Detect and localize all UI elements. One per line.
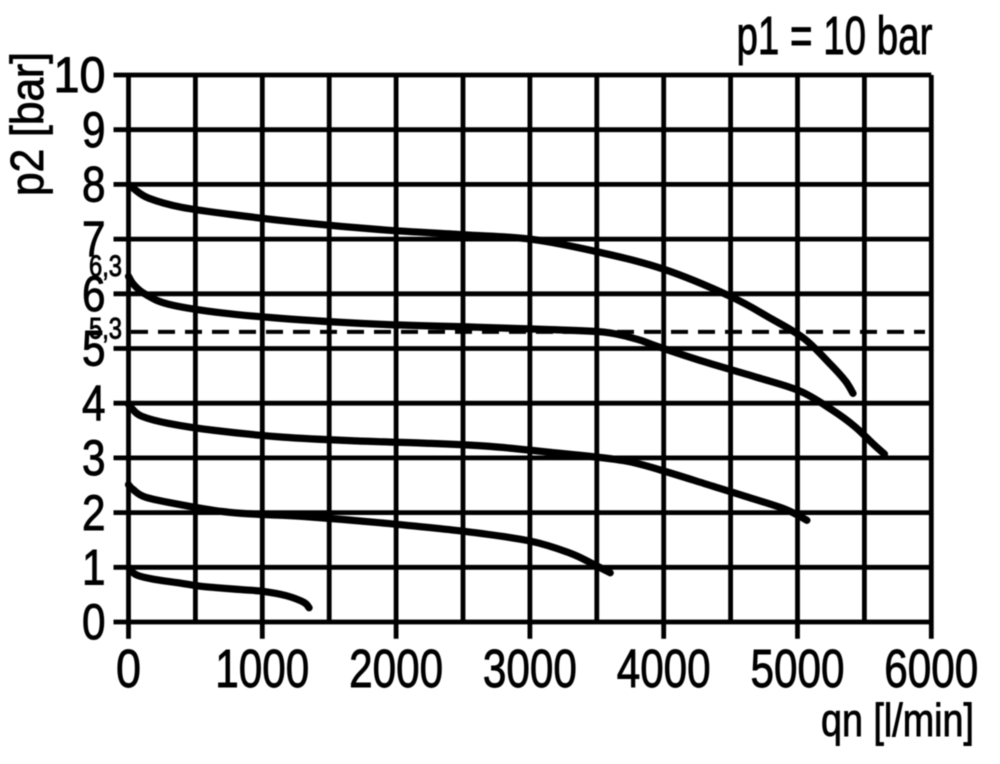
svg-text:p1 = 10 bar: p1 = 10 bar — [737, 6, 933, 66]
svg-text:6000: 6000 — [884, 639, 978, 699]
svg-text:qn [l/min]: qn [l/min] — [821, 694, 974, 746]
svg-text:10: 10 — [54, 47, 106, 103]
svg-text:2: 2 — [82, 485, 106, 541]
svg-text:6: 6 — [82, 266, 106, 322]
svg-text:1000: 1000 — [215, 639, 309, 699]
svg-text:2000: 2000 — [349, 639, 443, 699]
svg-text:6,3: 6,3 — [89, 250, 122, 283]
svg-text:5000: 5000 — [751, 639, 845, 699]
svg-text:3: 3 — [82, 430, 106, 486]
svg-text:0: 0 — [82, 594, 106, 650]
svg-text:5: 5 — [82, 321, 106, 377]
svg-text:4: 4 — [82, 375, 106, 431]
svg-text:p2 [bar]: p2 [bar] — [1, 52, 53, 196]
svg-text:5,3: 5,3 — [89, 312, 122, 345]
svg-text:4000: 4000 — [617, 639, 711, 699]
svg-text:7: 7 — [82, 211, 106, 267]
svg-text:8: 8 — [82, 157, 106, 213]
svg-text:1: 1 — [82, 540, 106, 596]
svg-text:0: 0 — [116, 639, 141, 699]
svg-text:3000: 3000 — [483, 639, 577, 699]
svg-text:9: 9 — [82, 102, 106, 158]
